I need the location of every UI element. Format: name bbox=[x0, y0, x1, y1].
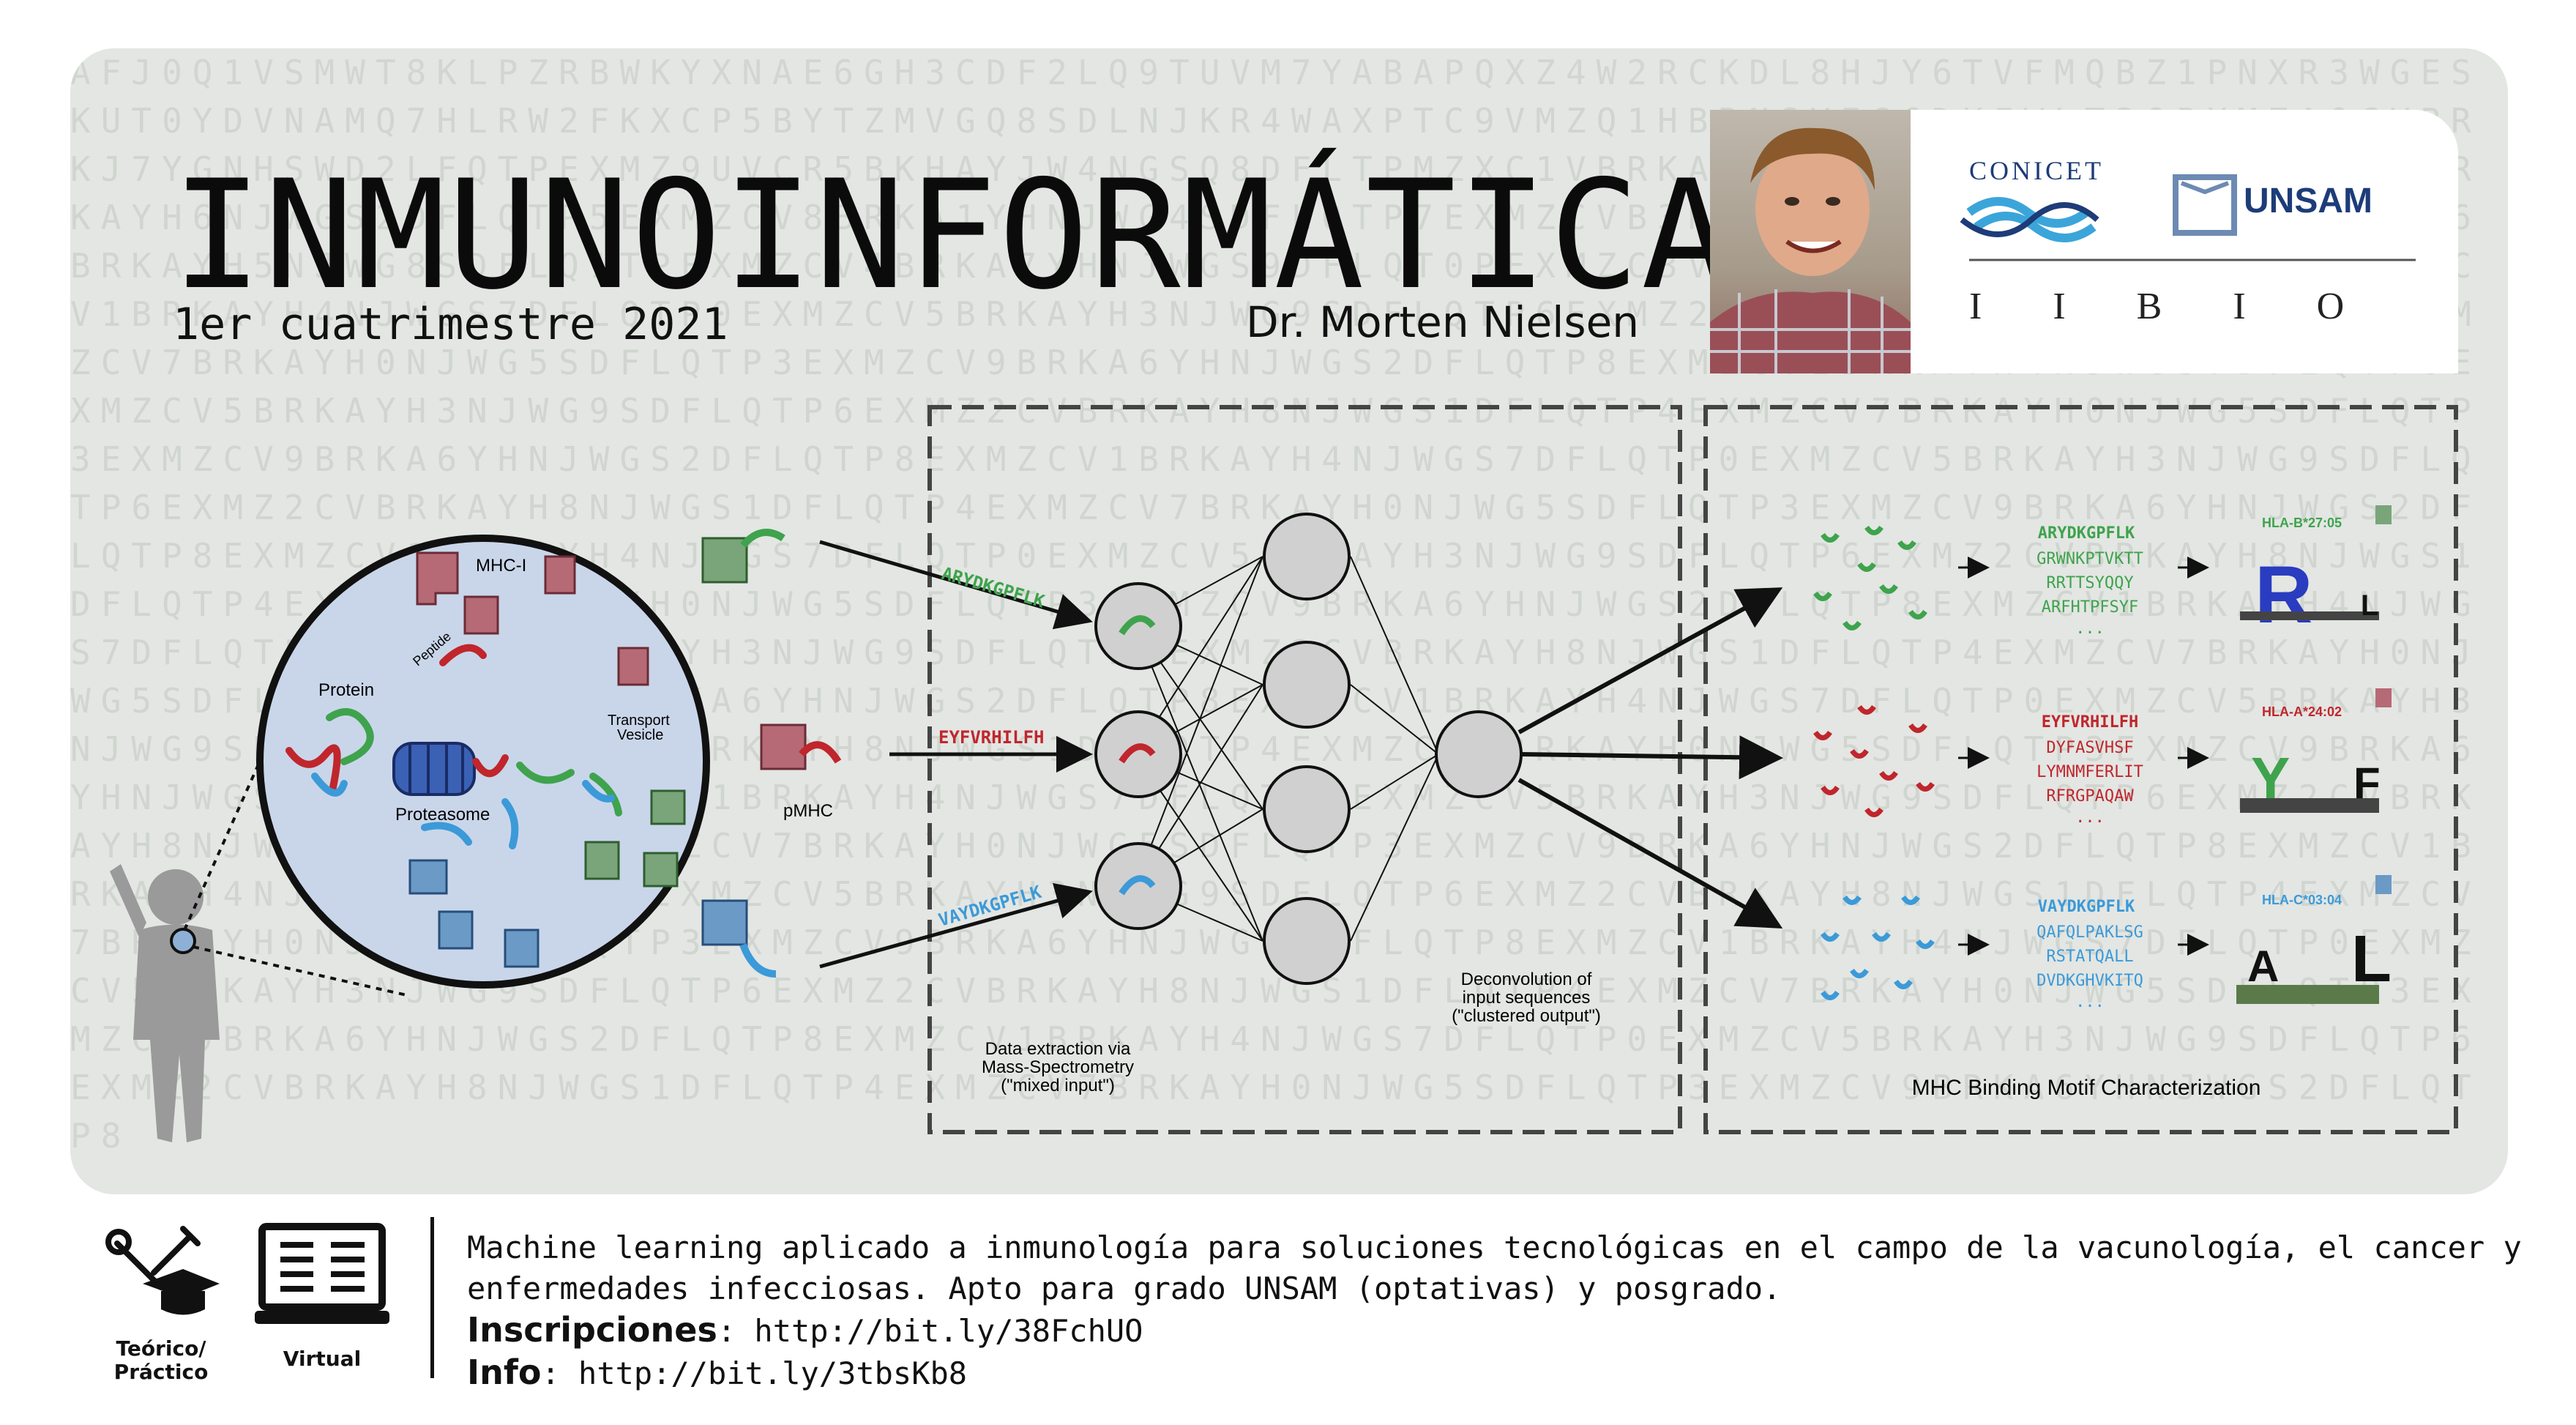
label-mhc1: MHC-I bbox=[476, 556, 526, 576]
cluster-green: ARYDKGPFLK GRWNKPTVKTT RRTTSYQQY ARFHTPF… bbox=[1813, 505, 2392, 640]
inscripciones-label: Inscripciones bbox=[467, 1310, 717, 1350]
description-line-1: Machine learning aplicado a inmunología … bbox=[467, 1229, 2522, 1265]
svg-text:...: ... bbox=[2075, 993, 2105, 1011]
svg-text:VAYDKGPFLK: VAYDKGPFLK bbox=[2038, 898, 2135, 916]
extraction-caption-3: ("mixed input") bbox=[1001, 1076, 1115, 1095]
peptide-seq-red: EYFVRHILFH bbox=[938, 727, 1045, 748]
svg-text:RRTTSYQQY: RRTTSYQQY bbox=[2046, 574, 2133, 592]
info-label: Info bbox=[467, 1353, 542, 1392]
allele-blue: HLA-C*03:04 bbox=[2262, 893, 2342, 907]
icon-label-teorico: Teórico/Práctico bbox=[113, 1336, 209, 1384]
footer-divider bbox=[430, 1217, 434, 1378]
footer-description: Machine learning aplicado a inmunología … bbox=[467, 1227, 2522, 1394]
svg-text:L: L bbox=[2351, 923, 2392, 996]
svg-text:ARFHTPFSYF: ARFHTPFSYF bbox=[2042, 598, 2138, 617]
institution-logos: CONICET UNSAM I I B I O bbox=[1911, 110, 2458, 373]
cluster-blue: VAYDKGPFLK QAFQLPAKLSG RSTATQALL DVDKGHV… bbox=[1821, 875, 2392, 1011]
mhc-green-icon bbox=[650, 789, 686, 825]
info-line: Info: http://bit.ly/3tbsKb8 bbox=[467, 1352, 2487, 1394]
conicet-logo-text: CONICET bbox=[1969, 156, 2104, 185]
svg-text:ARYDKGPFLK: ARYDKGPFLK bbox=[2038, 524, 2135, 543]
human-silhouette-icon bbox=[110, 864, 220, 1142]
allele-red: HLA-A*24:02 bbox=[2262, 704, 2342, 719]
label-proteasome: Proteasome bbox=[395, 805, 490, 825]
inscripciones-line: Inscripciones: http://bit.ly/38FchUO bbox=[467, 1309, 2487, 1352]
peptide-seq-blue: VAYDKGPFLK bbox=[936, 882, 1044, 931]
svg-text:GRWNKPTVKTT: GRWNKPTVKTT bbox=[2036, 550, 2143, 568]
svg-text:R: R bbox=[2255, 550, 2312, 640]
svg-text:QAFQLPAKLSG: QAFQLPAKLSG bbox=[2036, 923, 2143, 942]
unsam-book-icon bbox=[2173, 174, 2237, 236]
svg-text:...: ... bbox=[2075, 620, 2105, 638]
nn-nodes bbox=[1094, 513, 1523, 985]
cluster-red: EYFVRHILFH DYFASVHSF LYMNMFERLIT RFRGPAQ… bbox=[1813, 688, 2392, 827]
mhc-blue-icon bbox=[408, 859, 448, 895]
svg-text:L: L bbox=[2361, 589, 2378, 622]
label-protein: Protein bbox=[318, 680, 374, 700]
svg-text:DYFASVHSF: DYFASVHSF bbox=[2046, 739, 2133, 757]
label-pmhc: pMHC bbox=[783, 801, 833, 821]
svg-text:...: ... bbox=[2075, 808, 2105, 827]
iibio-logo-text: I I B I O bbox=[1969, 286, 2375, 327]
course-title: INMUNOINFORMÁTICA bbox=[172, 149, 1733, 323]
motif-caption: MHC Binding Motif Characterization bbox=[1912, 1076, 2261, 1100]
svg-text:LYMNMFERLIT: LYMNMFERLIT bbox=[2036, 763, 2143, 781]
svg-text:EYFVRHILFH: EYFVRHILFH bbox=[2042, 713, 2138, 732]
conicet-wave-icon bbox=[1966, 197, 2097, 242]
svg-text:RFRGPAQAW: RFRGPAQAW bbox=[2046, 787, 2134, 805]
extraction-caption-1: Data extraction via bbox=[985, 1039, 1131, 1059]
extraction-box bbox=[927, 405, 1682, 1134]
deconvolution-caption-2: input sequences bbox=[1463, 988, 1591, 1008]
info-link[interactable]: : http://bit.ly/3tbsKb8 bbox=[541, 1355, 968, 1391]
icon-label-virtual: Virtual bbox=[283, 1347, 362, 1371]
svg-text:F: F bbox=[2353, 759, 2381, 808]
unsam-logo-text: UNSAM bbox=[2244, 182, 2372, 220]
semester-text: 1er cuatrimestre 2021 bbox=[173, 299, 728, 350]
wrench-graduation-icon bbox=[105, 1226, 220, 1315]
label-vesicle: Vesicle bbox=[617, 727, 663, 743]
description-line-2: enfermedades infecciosas. Apto para grad… bbox=[467, 1270, 1782, 1306]
professor-photo bbox=[1710, 110, 1911, 373]
motif-box bbox=[1703, 405, 2458, 1134]
extraction-caption-2: Mass-Spectrometry bbox=[982, 1057, 1134, 1077]
proteasome-icon bbox=[392, 742, 476, 796]
laptop-icon bbox=[255, 1223, 389, 1324]
inscripciones-link[interactable]: : http://bit.ly/38FchUO bbox=[717, 1313, 1143, 1349]
deconvolution-caption-3: ("clustered output") bbox=[1452, 1006, 1601, 1026]
professor-name: Dr. Morten Nielsen bbox=[1246, 297, 1640, 347]
peptide-seq-green: ARYDKGPFLK bbox=[939, 563, 1047, 612]
label-transport: Transport bbox=[608, 712, 670, 729]
pmhc-icons bbox=[701, 529, 842, 978]
mhc-red-icon bbox=[416, 551, 459, 606]
allele-green: HLA-B*27:05 bbox=[2262, 516, 2342, 530]
svg-text:A: A bbox=[2247, 942, 2279, 991]
deconvolution-caption-1: Deconvolution of bbox=[1461, 970, 1592, 989]
svg-text:RSTATQALL: RSTATQALL bbox=[2046, 948, 2133, 966]
svg-text:DVDKGHVKITQ: DVDKGHVKITQ bbox=[2036, 972, 2143, 990]
